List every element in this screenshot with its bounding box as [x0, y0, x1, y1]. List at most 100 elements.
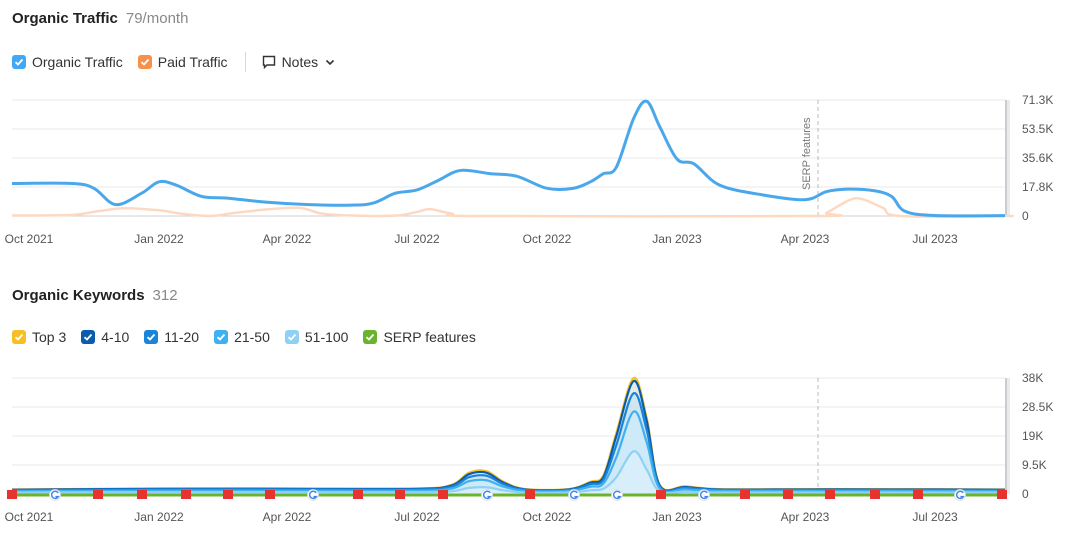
google-icon: [49, 489, 61, 501]
chevron-down-icon: [326, 59, 335, 66]
google-g: [50, 490, 60, 500]
y-tick-label: 71.3K: [1022, 93, 1053, 107]
google-icon: [568, 489, 580, 501]
legend-label: Organic Traffic: [32, 54, 123, 70]
flag-icon: [997, 490, 1007, 499]
y-tick-label: 9.5K: [1022, 458, 1047, 472]
traffic-legend: Organic Traffic Paid Traffic Notes: [12, 52, 342, 72]
legend-serp-features[interactable]: SERP features: [363, 329, 476, 345]
flag-icon: [656, 490, 666, 499]
flag-shape: [438, 490, 448, 499]
keywords-value: 312: [152, 287, 178, 304]
x-tick-label: Jan 2023: [652, 232, 702, 246]
x-tick-label: Jul 2022: [394, 510, 440, 524]
google-g: [482, 490, 492, 500]
organic-keywords-chart[interactable]: 38K 28.5K 19K 9.5K 0 Oct 2021 Jan 2022 Apr 2022…: [0, 366, 1068, 526]
checkbox-checked-icon[interactable]: [284, 330, 299, 344]
google-g: [955, 490, 965, 500]
x-tick-label: Apr 2022: [263, 232, 312, 246]
google-icon: [954, 489, 966, 501]
annotation-label: SERP features: [801, 117, 813, 190]
flag-icon: [265, 490, 275, 499]
y-tick-label: 19K: [1022, 429, 1043, 443]
legend-label: 51-100: [304, 329, 349, 345]
notes-label: Notes: [281, 54, 319, 70]
area-21-50: [12, 411, 1005, 494]
flag-shape: [825, 490, 835, 499]
flag-shape: [7, 490, 17, 499]
checkbox-checked-icon[interactable]: [81, 330, 96, 344]
flag-icon: [913, 490, 923, 499]
organic-traffic-chart[interactable]: 71.3K 53.5K 35.6K 17.8K 0 Oct 2021 Jan 2022 Apr…: [0, 88, 1068, 248]
google-g: [699, 490, 709, 500]
flag-icon: [137, 490, 147, 499]
checkbox-checked-icon[interactable]: [214, 330, 229, 344]
legend-11-20[interactable]: 11-20: [144, 329, 199, 345]
x-tick-label: Apr 2023: [781, 232, 830, 246]
legend-label: 4-10: [101, 329, 130, 345]
legend-label: 21-50: [234, 329, 270, 345]
checkbox-checked-icon[interactable]: [363, 330, 378, 344]
keywords-title: Organic Keywords: [12, 287, 145, 304]
keywords-legend: Top 3 4-10 11-20 21-50 51-100 SERP featu…: [12, 329, 491, 345]
checkbox-checked-icon[interactable]: [137, 55, 152, 69]
flag-icon: [181, 490, 191, 499]
flag-shape: [783, 490, 793, 499]
x-tick-label: Jul 2023: [912, 232, 958, 246]
y-tick-label: 35.6K: [1022, 151, 1053, 165]
flag-shape: [997, 490, 1007, 499]
legend-organic-traffic[interactable]: Organic Traffic: [12, 54, 123, 70]
flag-icon: [7, 490, 17, 499]
legend-label: Top 3: [32, 329, 67, 345]
x-tick-label: Jan 2022: [134, 510, 184, 524]
x-tick-label: Jan 2023: [652, 510, 702, 524]
flag-shape: [137, 490, 147, 499]
checkbox-checked-icon[interactable]: [12, 330, 26, 344]
flag-icon: [93, 490, 103, 499]
google-icon: [698, 489, 710, 501]
series-line-top-3: [11, 376, 1006, 492]
scroll-bar: [1005, 100, 1010, 216]
area-4-10: [12, 380, 1005, 494]
legend-label: Paid Traffic: [157, 54, 228, 70]
flag-shape: [93, 490, 103, 499]
scroll-bar: [1005, 378, 1010, 494]
y-tick-label: 53.5K: [1022, 122, 1053, 136]
google-g: [569, 490, 579, 500]
legend-51-100[interactable]: 51-100: [284, 329, 349, 345]
notes-dropdown[interactable]: Notes: [262, 54, 343, 70]
flag-icon: [353, 490, 363, 499]
flag-icon: [870, 490, 880, 499]
organic-traffic-line: [11, 99, 1006, 218]
x-tick-label: Jul 2022: [394, 232, 440, 246]
legend-label: SERP features: [383, 329, 476, 345]
x-tick-label: Jan 2022: [134, 232, 184, 246]
series-line-51-100: [11, 450, 1005, 495]
legend-top-3[interactable]: Top 3: [12, 329, 66, 345]
note-icon: [262, 55, 275, 69]
flag-shape: [395, 490, 405, 499]
x-tick-label: Apr 2023: [781, 510, 830, 524]
x-tick-label: Oct 2022: [523, 510, 572, 524]
legend-4-10[interactable]: 4-10: [81, 329, 129, 345]
flag-icon: [395, 490, 405, 499]
y-tick-label: 38K: [1022, 371, 1043, 385]
flag-shape: [913, 490, 923, 499]
checkbox-checked-icon[interactable]: [12, 55, 26, 69]
traffic-value: 79/month: [125, 10, 189, 27]
scroll-track: [1005, 100, 1007, 216]
flag-icon: [223, 490, 233, 499]
flag-icon: [783, 490, 793, 499]
checkbox-checked-icon[interactable]: [144, 330, 159, 344]
traffic-title: Organic Traffic: [12, 10, 118, 27]
legend-paid-traffic[interactable]: Paid Traffic: [137, 54, 228, 70]
x-tick-label: Apr 2022: [263, 510, 312, 524]
x-tick-label: Jul 2023: [912, 510, 958, 524]
y-tick-label: 17.8K: [1022, 180, 1053, 194]
divider: [244, 52, 246, 72]
y-tick-label: 0: [1022, 487, 1029, 501]
flag-icon: [740, 490, 750, 499]
legend-21-50[interactable]: 21-50: [214, 329, 270, 345]
series-line-21-50: [11, 410, 1006, 494]
flag-shape: [740, 490, 750, 499]
